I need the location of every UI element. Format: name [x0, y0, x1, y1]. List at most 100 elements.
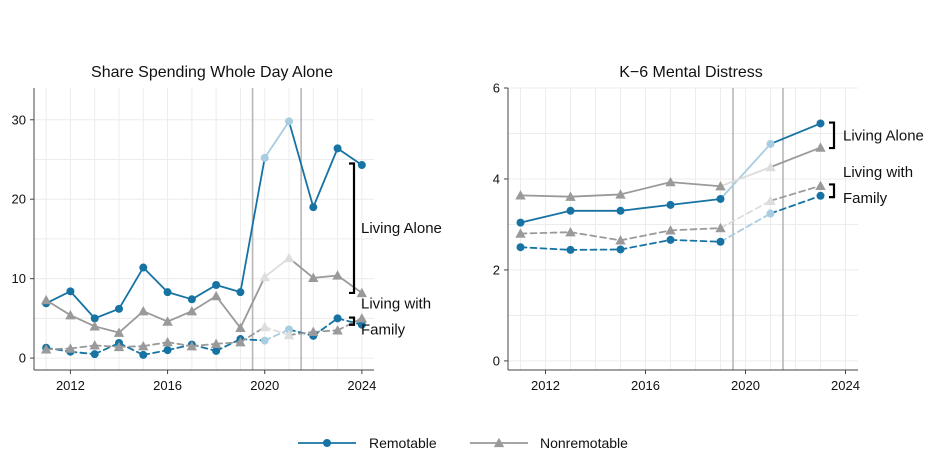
- annotation-living-with: Living with Family: [349, 296, 431, 339]
- series-nonremotable-alone-point: [259, 271, 270, 282]
- series-remotable-alone-point: [163, 288, 172, 297]
- series-remotable-alone: [516, 119, 825, 227]
- series-nonremotable-family: [40, 313, 368, 354]
- legend-item-remotable: Remotable: [298, 435, 437, 451]
- legend: Remotable Nonremotable: [298, 435, 628, 451]
- series-nonremotable-family-point: [565, 226, 576, 237]
- series-remotable-alone-point: [139, 263, 148, 272]
- series-nonremotable-alone-point: [40, 294, 52, 305]
- series-remotable-family-segment: [519, 246, 572, 251]
- series-remotable-family-segment: [669, 239, 722, 243]
- series-nonremotable-alone-segment: [93, 325, 120, 334]
- series-nonremotable-family-point: [515, 228, 526, 238]
- series-remotable-family-segment: [719, 212, 772, 243]
- series-remotable-alone-point: [333, 144, 342, 153]
- series-nonremotable-family-segment: [312, 329, 339, 333]
- series-nonremotable-alone-point: [283, 252, 295, 263]
- x-tick-label-2016: 2016: [631, 378, 660, 393]
- series-nonremotable-alone-point: [565, 191, 576, 201]
- series-remotable-alone-segment: [312, 147, 339, 209]
- chart-title: Share Spending Whole Day Alone: [91, 64, 333, 81]
- gridlines: [34, 88, 374, 370]
- x-tick-label-2020: 2020: [250, 378, 279, 393]
- series-remotable-alone-point: [816, 119, 825, 128]
- series-nonremotable-family-point: [113, 341, 125, 352]
- series-nonremotable-family-segment: [719, 199, 772, 229]
- series-nonremotable-alone-point: [356, 287, 368, 298]
- series-remotable-alone-segment: [719, 143, 772, 200]
- series-nonremotable-family-segment: [166, 341, 193, 348]
- y-tick-label-0: 0: [493, 353, 500, 368]
- series-remotable-alone-point: [309, 203, 318, 212]
- series-remotable-alone-segment: [519, 209, 572, 224]
- series-nonremotable-family-point: [210, 338, 222, 348]
- series-nonremotable-family-segment: [93, 344, 120, 348]
- annotation-living-alone: Living Alone: [829, 121, 924, 150]
- series-nonremotable-alone-point: [615, 189, 626, 199]
- series-remotable-family-point: [766, 209, 775, 218]
- series-nonremotable-family-point: [235, 336, 246, 347]
- series-nonremotable-alone: [40, 252, 368, 337]
- series-nonremotable-family-point: [89, 340, 100, 350]
- series-remotable-family-point: [260, 336, 269, 345]
- series-nonremotable-family-point: [162, 336, 173, 347]
- series-nonremotable-family: [515, 180, 826, 245]
- series-nonremotable-alone-point: [210, 290, 222, 301]
- series-remotable-alone-segment: [69, 290, 96, 320]
- series-nonremotable-alone-segment: [69, 314, 96, 328]
- series-remotable-alone-point: [212, 281, 221, 290]
- series-remotable-family-point: [285, 325, 293, 334]
- series-remotable-family-segment: [142, 349, 169, 356]
- series-remotable-alone-point: [666, 200, 675, 209]
- series-nonremotable-family-point: [332, 325, 343, 335]
- series-nonremotable-alone-segment: [619, 181, 672, 196]
- annotation-label: Living Alone: [361, 220, 442, 237]
- series-remotable-alone-point: [285, 117, 293, 126]
- series-nonremotable-alone-segment: [215, 295, 242, 329]
- series-nonremotable-family-point: [40, 344, 52, 354]
- series-remotable-family: [42, 314, 366, 359]
- x-tick-label-2024: 2024: [831, 378, 860, 393]
- series-nonremotable-alone-segment: [142, 310, 169, 323]
- y-tick-label-30: 30: [12, 112, 26, 127]
- x-tick-label-2012: 2012: [531, 378, 560, 393]
- annotation-label: Living with: [843, 164, 913, 181]
- series-nonremotable-alone-point: [235, 322, 246, 333]
- legend-swatch-marker: [493, 437, 505, 448]
- y-tick-label-4: 4: [493, 171, 500, 186]
- series-remotable-family: [516, 191, 825, 254]
- series-remotable-alone-point: [66, 287, 75, 296]
- series-remotable-alone-segment: [93, 307, 120, 320]
- series-nonremotable-alone-segment: [312, 274, 339, 279]
- series-nonremotable-alone-point: [308, 272, 319, 283]
- series-remotable-family-segment: [93, 342, 120, 356]
- x-tick-label-2024: 2024: [347, 378, 376, 393]
- series-nonremotable-alone-segment: [719, 166, 772, 188]
- series-remotable-family-point: [816, 191, 825, 200]
- series-nonremotable-alone-segment: [769, 146, 822, 169]
- legend-swatch-marker: [323, 439, 331, 447]
- series-remotable-alone-point: [516, 218, 525, 227]
- annotation-living-with: Living with Family: [829, 164, 913, 207]
- series-nonremotable-alone-point: [332, 270, 343, 280]
- series-remotable-family-point: [566, 245, 575, 254]
- series-remotable-family-point: [666, 235, 675, 244]
- legend-label: Nonremotable: [540, 435, 628, 451]
- series-nonremotable-alone-point: [515, 190, 526, 200]
- series-nonremotable-family-point: [308, 326, 319, 337]
- series-nonremotable-alone-segment: [569, 193, 622, 198]
- series-remotable-alone-point: [766, 139, 775, 148]
- series-remotable-family-point: [90, 350, 99, 359]
- series-remotable-alone-segment: [239, 157, 266, 294]
- chart-title: K−6 Mental Distress: [619, 64, 763, 81]
- series-nonremotable-family-point: [186, 340, 198, 351]
- series-nonremotable-alone-point: [138, 306, 149, 316]
- series-nonremotable-family-segment: [69, 344, 96, 350]
- series-remotable-alone-point: [260, 153, 269, 162]
- series-remotable-alone-segment: [215, 284, 242, 294]
- series-remotable-family-point: [616, 245, 625, 254]
- series-remotable-alone-segment: [619, 203, 672, 212]
- series-remotable-family-point: [357, 320, 366, 329]
- annotation-label: Living with: [361, 296, 431, 313]
